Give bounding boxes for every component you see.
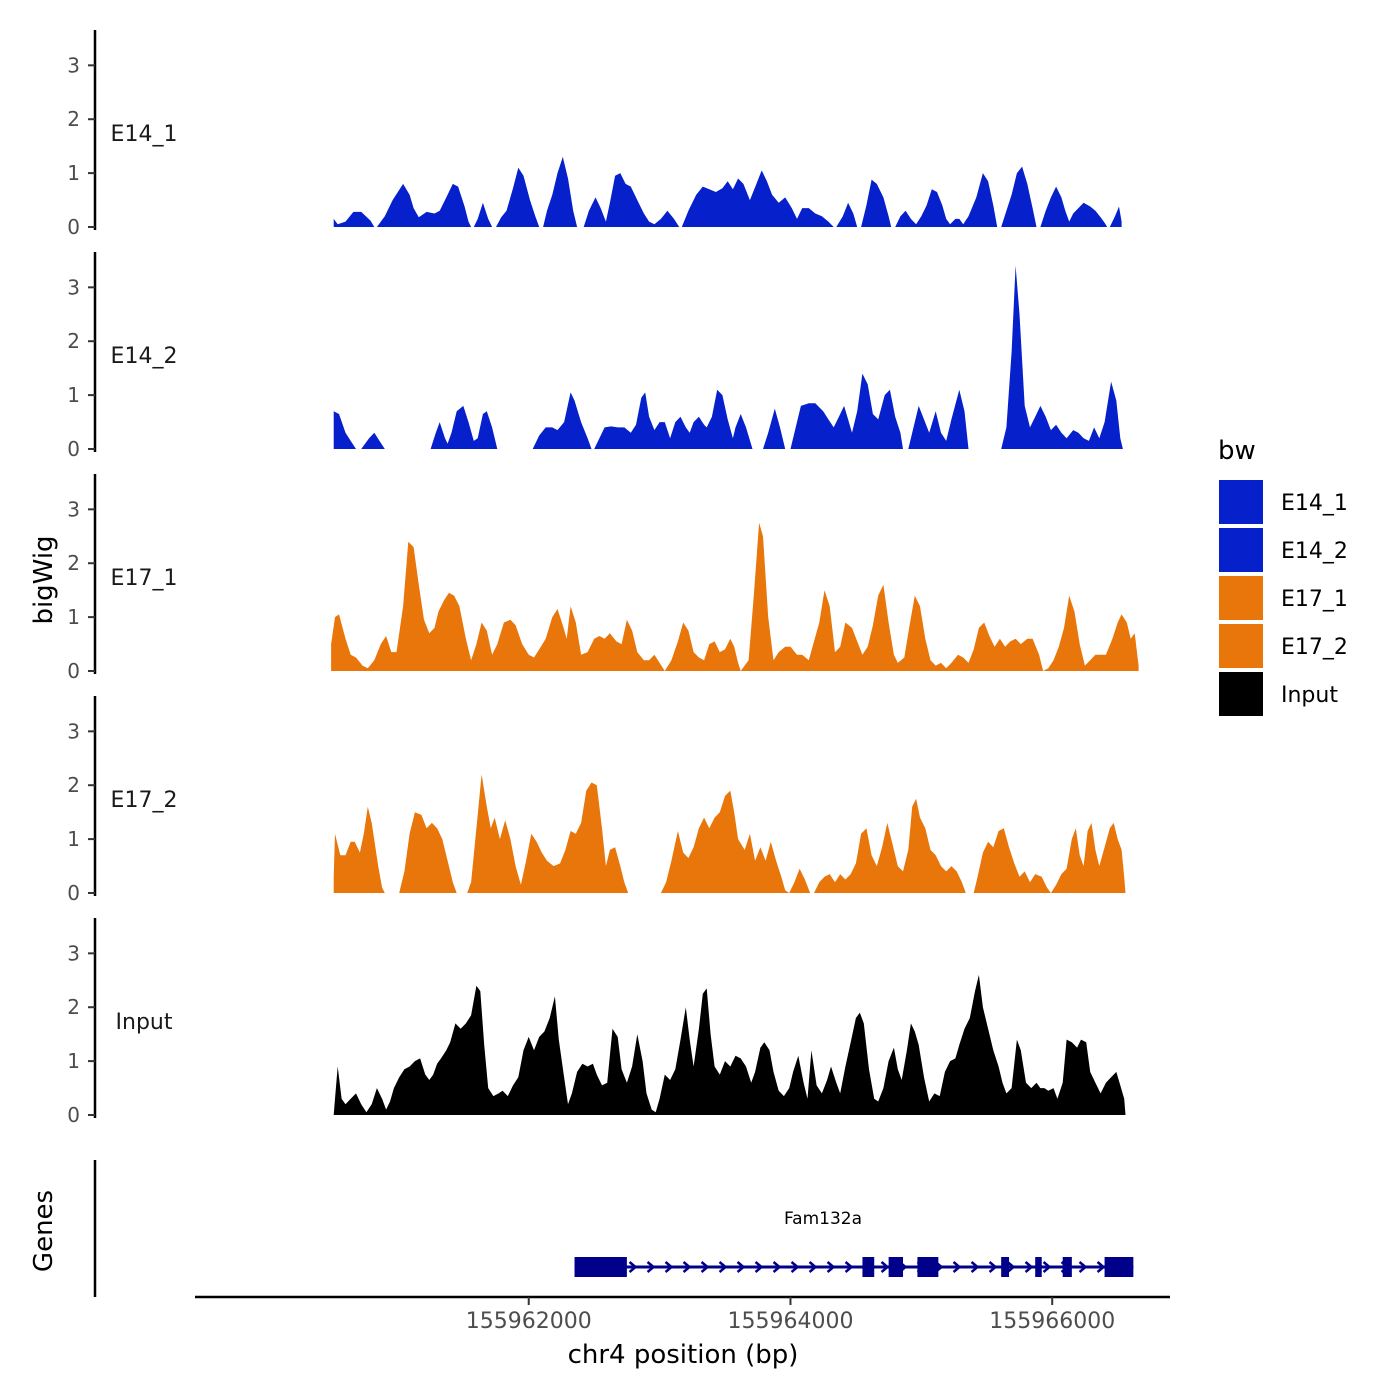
y-tick-label: 2 — [67, 329, 80, 353]
y-tick-label: 0 — [67, 437, 80, 461]
y-axis-title: bigWig — [29, 535, 59, 624]
strand-arrow-icon — [1006, 1261, 1016, 1273]
track-label: E17_2 — [111, 788, 178, 813]
strand-arrow-icon — [1078, 1261, 1088, 1273]
strand-arrow-icon — [628, 1261, 638, 1273]
y-tick-label: 0 — [67, 659, 80, 683]
strand-arrow-icon — [664, 1261, 674, 1273]
gene-exon — [888, 1257, 904, 1277]
strand-arrow-icon — [952, 1261, 962, 1273]
x-tick-label: 155966000 — [989, 1309, 1115, 1334]
strand-arrow-icon — [646, 1261, 656, 1273]
y-tick-label: 1 — [67, 383, 80, 407]
y-tick-label: 2 — [67, 107, 80, 131]
y-tick-label: 1 — [67, 1049, 80, 1073]
legend-entry-e14-1: E14_1 — [1219, 480, 1348, 524]
strand-arrow-icon — [718, 1261, 728, 1273]
y-tick-label: 2 — [67, 551, 80, 575]
track-label: E14_2 — [111, 344, 178, 369]
legend-label: E17_1 — [1281, 587, 1348, 612]
strand-arrow-icon — [682, 1261, 692, 1273]
strand-arrow-icon — [970, 1261, 980, 1273]
track-label: E14_1 — [111, 122, 178, 147]
track-panel-input: 0 1 2 3 Input — [67, 918, 1126, 1127]
track-panel-e14-2: 0 1 2 3 E14_2 — [67, 252, 1123, 461]
signal-area-e17-2 — [333, 774, 1126, 893]
y-tick-label: 1 — [67, 605, 80, 629]
y-tick-label: 3 — [67, 941, 80, 965]
gene-exon — [1035, 1257, 1042, 1277]
track-panel-e17-2: 0 1 2 3 E17_2 — [67, 696, 1126, 905]
legend-swatch — [1219, 576, 1263, 620]
strand-arrow-icon — [1042, 1261, 1052, 1273]
signal-area-e14-1 — [333, 156, 1122, 227]
y-tick-label: 3 — [67, 275, 80, 299]
strand-arrow-icon — [826, 1261, 836, 1273]
x-tick-label: 155962000 — [466, 1309, 592, 1334]
legend-label: Input — [1281, 683, 1338, 708]
strand-arrow-icon — [772, 1261, 782, 1273]
legend-label: E17_2 — [1281, 635, 1348, 660]
gene-exon — [1104, 1257, 1134, 1277]
gene-exon — [1001, 1257, 1010, 1277]
legend-entry-e14-2: E14_2 — [1219, 528, 1348, 572]
legend-entry-input: Input — [1219, 672, 1338, 716]
legend-swatch — [1219, 672, 1263, 716]
legend-swatch — [1219, 480, 1263, 524]
y-tick-label: 0 — [67, 1103, 80, 1127]
track-label: E17_1 — [111, 566, 178, 591]
legend-entry-e17-1: E17_1 — [1219, 576, 1348, 620]
y-tick-label: 1 — [67, 827, 80, 851]
strand-arrow-icon — [754, 1261, 764, 1273]
gene-exon — [917, 1257, 939, 1277]
signal-area-input — [333, 974, 1126, 1115]
strand-arrow-icon — [736, 1261, 746, 1273]
strand-arrow-icon — [790, 1261, 800, 1273]
strand-arrow-icon — [988, 1261, 998, 1273]
genes-panel: Fam132a — [93, 1160, 1134, 1297]
gene-label: Fam132a — [784, 1209, 862, 1229]
gene-exon — [574, 1257, 627, 1277]
track-panel-e14-1: 0 1 2 3 E14_1 — [67, 30, 1122, 239]
strand-arrow-icon — [700, 1261, 710, 1273]
x-axis: 155962000 155964000 155966000 — [195, 1295, 1170, 1334]
legend-title: bw — [1218, 436, 1256, 466]
strand-arrow-icon — [1024, 1261, 1034, 1273]
y-tick-label: 1 — [67, 161, 80, 185]
y-tick-label: 0 — [67, 881, 80, 905]
legend-label: E14_1 — [1281, 491, 1348, 516]
y-tick-label: 3 — [67, 53, 80, 77]
y-tick-label: 3 — [67, 719, 80, 743]
legend-swatch — [1219, 624, 1263, 668]
legend-entries: E14_1 E14_2 E17_1 E17_2 Input — [1219, 480, 1348, 716]
track-panel-e17-1: 0 1 2 3 E17_1 — [67, 474, 1139, 683]
legend-swatch — [1219, 528, 1263, 572]
genes-axis-title: Genes — [29, 1190, 59, 1272]
gene-model: Fam132a — [574, 1209, 1134, 1277]
x-tick-label: 155964000 — [727, 1309, 853, 1334]
signal-area-e17-1 — [331, 522, 1139, 671]
signal-tracks: 0 1 2 3 E14_1 0 1 2 3 E14_2 0 1 2 3 E17_1 0 1 2 3 E17_2 0 1 2 3… — [67, 30, 1139, 1127]
gene-exon — [862, 1257, 875, 1277]
strand-arrow-icon — [1096, 1261, 1106, 1273]
x-axis-title: chr4 position (bp) — [568, 1340, 799, 1370]
signal-area-e14-2 — [333, 265, 1123, 449]
y-tick-label: 2 — [67, 773, 80, 797]
y-tick-label: 3 — [67, 497, 80, 521]
legend-entry-e17-2: E17_2 — [1219, 624, 1348, 668]
gene-exon — [1062, 1257, 1072, 1277]
y-tick-label: 2 — [67, 995, 80, 1019]
strand-arrow-icon — [880, 1261, 890, 1273]
legend-label: E14_2 — [1281, 539, 1348, 564]
track-label: Input — [116, 1010, 173, 1035]
y-tick-label: 0 — [67, 215, 80, 239]
legend: bw E14_1 E14_2 E17_1 E17_2 Input — [1218, 436, 1348, 716]
strand-arrow-icon — [808, 1261, 818, 1273]
strand-arrow-icon — [844, 1261, 854, 1273]
